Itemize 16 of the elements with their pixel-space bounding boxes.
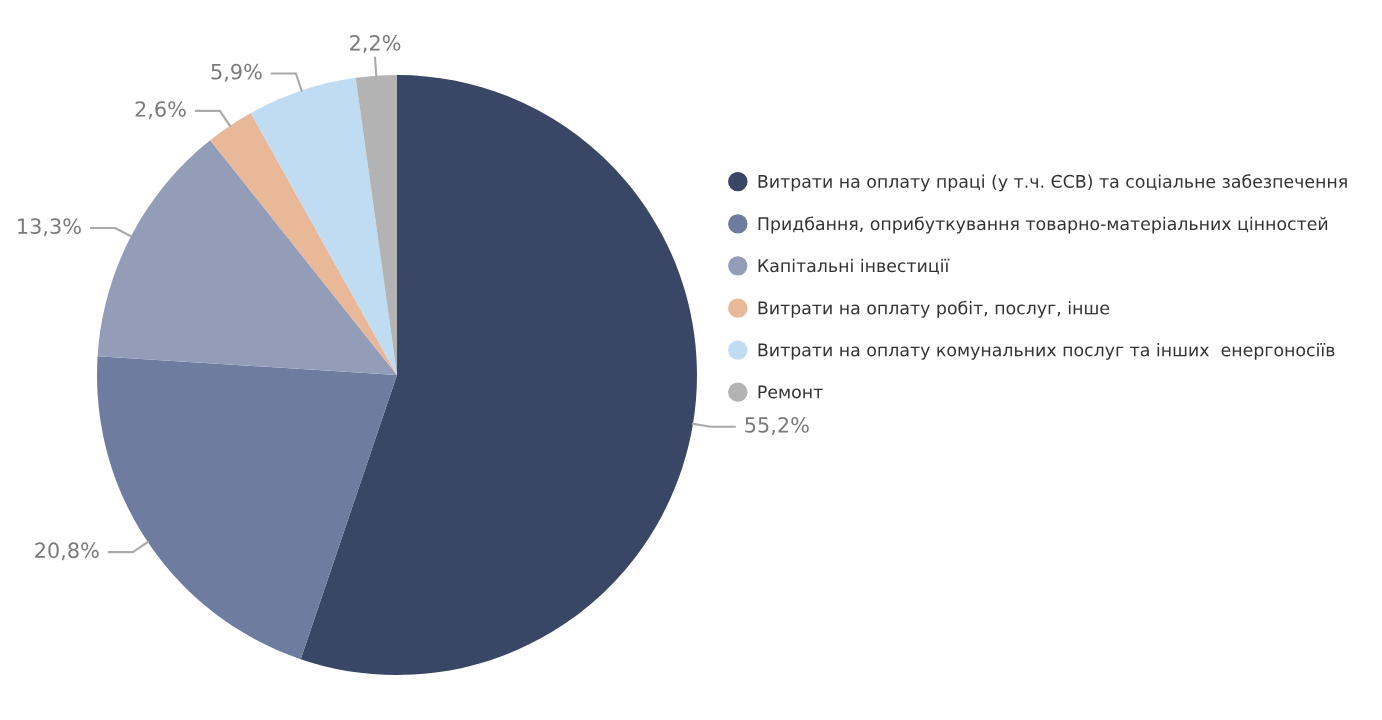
data-label: 55,2% [745, 417, 809, 435]
data-label: 2,2% [350, 34, 401, 53]
pie-slice [97, 356, 397, 660]
pie-slice [97, 140, 397, 375]
legend-label: Витрати на оплату комунальних послуг та інших енергоносіїв [758, 343, 1335, 360]
data-label: 5,9% [211, 63, 262, 82]
legend-label: Витрати на оплату праці (у т.ч. ЄСВ) та соціальне забезпечення [758, 174, 1347, 192]
data-label: 20,8% [35, 542, 99, 561]
legend-label: Капітальні інвестиції [758, 258, 950, 275]
pie-slice [210, 113, 397, 375]
pie-slice [300, 75, 697, 675]
data-label: 13,3% [18, 218, 81, 237]
data-label: 2,6% [135, 101, 186, 120]
legend-label: Придбання, оприбуткування товарно-матеріальних цінностей [758, 216, 1328, 234]
legend-label: Ремонт [758, 385, 823, 399]
legend-label: Витрати на оплату робіт, послуг, інше [758, 300, 1110, 318]
